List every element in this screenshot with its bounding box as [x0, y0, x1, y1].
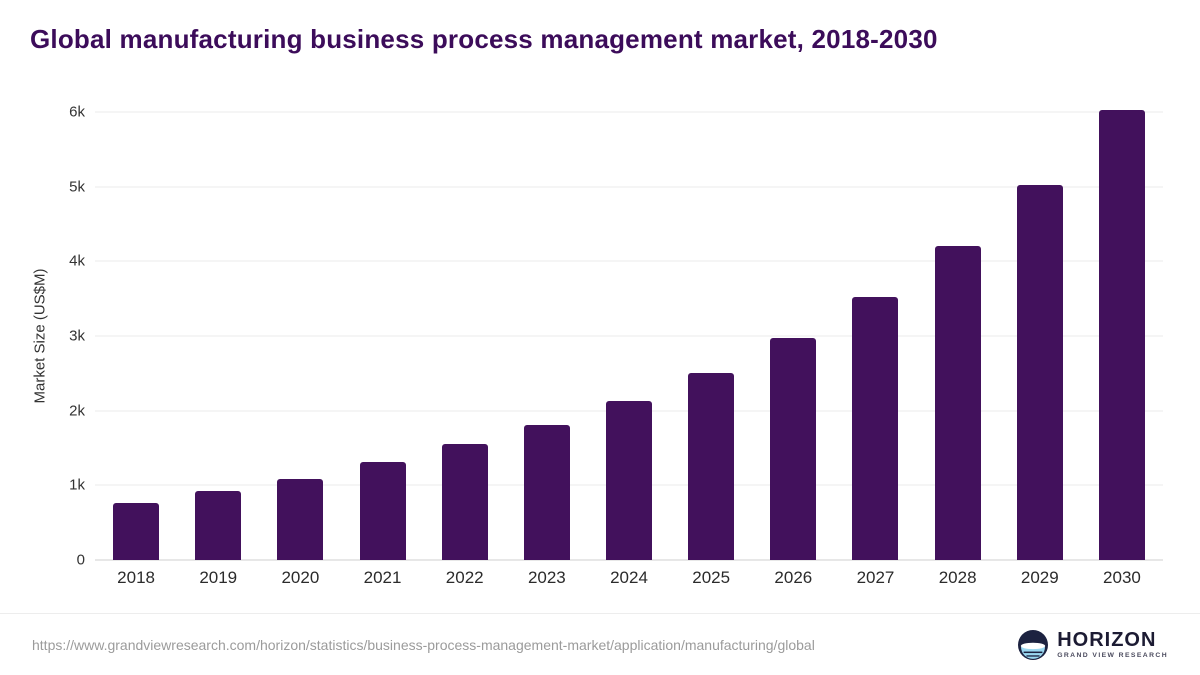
bar-2026: [770, 338, 817, 560]
x-tick-label-2019: 2019: [199, 568, 238, 587]
bar-slot: [341, 112, 423, 560]
x-tick-label-2022: 2022: [445, 568, 484, 587]
gridline: [95, 186, 1163, 188]
bars: [95, 109, 1163, 560]
y-tick-label: 2k: [69, 402, 85, 420]
bar-2021: [359, 462, 406, 560]
bar-2027: [852, 297, 899, 560]
gridline: [95, 260, 1163, 262]
source-url[interactable]: https://www.grandviewresearch.com/horizo…: [32, 636, 815, 653]
x-tick-label-2025: 2025: [692, 568, 731, 587]
bar-2019: [195, 491, 242, 560]
bar-2022: [441, 444, 488, 560]
horizon-circle-icon: [1018, 629, 1049, 660]
x-tick-label-2029: 2029: [1020, 568, 1059, 587]
y-axis-ticks: 0 1k 2k 3k 4k 5k 6k: [0, 104, 85, 569]
logo-name: HORIZON: [1057, 628, 1157, 651]
x-tick-label-2021: 2021: [363, 568, 402, 587]
x-tick-label-2023: 2023: [527, 568, 566, 587]
y-tick-label: 5k: [69, 178, 85, 196]
logo-subtitle: GRAND VIEW RESEARCH: [1057, 651, 1168, 659]
gridline: [95, 335, 1163, 337]
x-tick-label-2018: 2018: [117, 568, 155, 587]
bar-2018: [113, 503, 160, 560]
bar-2028: [934, 246, 981, 560]
logo-text: HORIZON GRAND VIEW RESEARCH: [1057, 630, 1168, 660]
bar-2023: [523, 424, 570, 560]
bar-slot: [670, 112, 752, 560]
y-tick-label: 0: [76, 551, 85, 569]
x-tick-label-2024: 2024: [610, 568, 648, 587]
y-tick-label: 6k: [69, 103, 85, 121]
x-tick-label-2030: 2030: [1103, 568, 1141, 587]
bar-slot: [917, 112, 999, 560]
horizon-logo: HORIZON GRAND VIEW RESEARCH: [1018, 629, 1168, 660]
bar-slot: [424, 112, 506, 560]
bar-slot: [95, 112, 177, 560]
x-axis-labels: 2018 2019 2020 2021 2022 2023 2024 2025 2026 2027…: [95, 568, 1163, 588]
x-tick-label-2026: 2026: [774, 568, 813, 587]
bar-slot: [259, 112, 341, 560]
x-tick-label-2027: 2027: [856, 568, 895, 587]
bar-slot: [506, 112, 588, 560]
chart-title: Global manufacturing business process ma…: [30, 24, 938, 54]
bar-2029: [1016, 185, 1063, 560]
bar-slot: [834, 112, 916, 560]
bar-slot: [588, 112, 670, 560]
bar-slot: [177, 112, 259, 560]
bar-slot: [999, 112, 1081, 560]
bar-slot: [1081, 109, 1163, 560]
y-tick-label: 3k: [69, 327, 85, 345]
y-tick-label: 4k: [69, 252, 85, 270]
y-tick-label: 1k: [69, 476, 85, 494]
bar-2024: [606, 400, 653, 560]
plot-area: [95, 109, 1163, 561]
x-tick-label-2028: 2028: [938, 568, 977, 587]
bar-2020: [277, 479, 324, 560]
gridline: [95, 111, 1163, 113]
bar-2030: [1098, 109, 1145, 560]
x-axis-baseline: [95, 559, 1163, 561]
x-tick-label-2020: 2020: [281, 568, 320, 587]
bar-slot: [752, 112, 834, 560]
bar-2025: [688, 372, 735, 560]
footer: https://www.grandviewresearch.com/horizo…: [0, 613, 1200, 675]
